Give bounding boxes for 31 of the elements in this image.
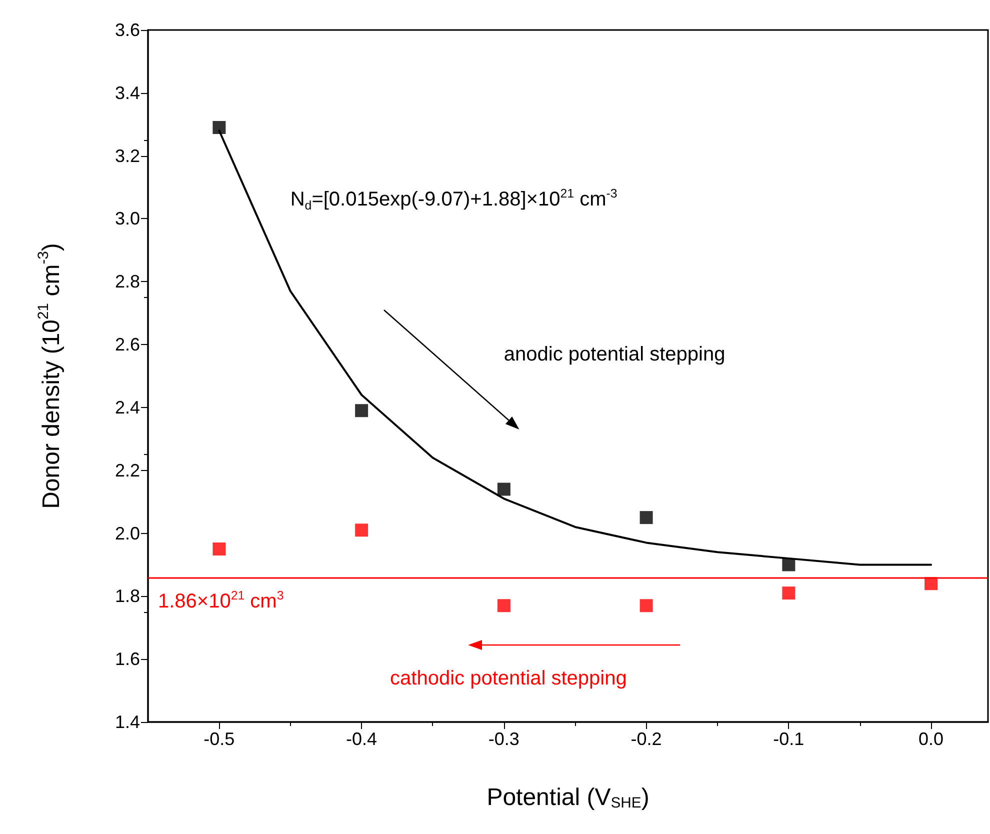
y-tick-label: 2.0 xyxy=(114,523,140,544)
point xyxy=(782,586,796,600)
y-axis-title: Donor density (1021 cm-3) xyxy=(36,243,65,509)
point xyxy=(212,121,226,134)
point xyxy=(497,482,510,496)
y-tick-label: 3.4 xyxy=(114,82,140,103)
y-tick-label: 3.0 xyxy=(114,208,140,229)
point xyxy=(497,599,510,612)
y-tick-label: 2.6 xyxy=(114,334,140,355)
x-tick-label: -0.1 xyxy=(773,729,804,749)
y-tick-label: 1.4 xyxy=(114,712,140,732)
point xyxy=(640,599,653,612)
y-tick-label: 3.2 xyxy=(114,146,140,166)
y-tick-label: 1.6 xyxy=(114,649,140,670)
point xyxy=(640,511,653,524)
annotation: cathodic potential stepping xyxy=(390,668,627,690)
x-tick-label: -0.2 xyxy=(630,729,662,749)
point xyxy=(355,524,368,537)
annotation: anodic potential stepping xyxy=(504,344,726,366)
point xyxy=(212,542,226,556)
y-tick-label: 2.2 xyxy=(114,460,140,480)
point xyxy=(782,558,796,572)
y-tick-label: 1.8 xyxy=(114,586,140,606)
y-tick-label: 2.8 xyxy=(114,272,140,292)
x-tick-label: 0.0 xyxy=(918,729,944,749)
x-tick-label: -0.3 xyxy=(488,729,520,749)
y-tick-label: 3.6 xyxy=(114,20,140,40)
x-tick-label: -0.5 xyxy=(204,729,235,749)
y-tick-label: 2.4 xyxy=(114,397,140,418)
x-tick-label: -0.4 xyxy=(346,729,378,749)
point xyxy=(355,404,368,418)
